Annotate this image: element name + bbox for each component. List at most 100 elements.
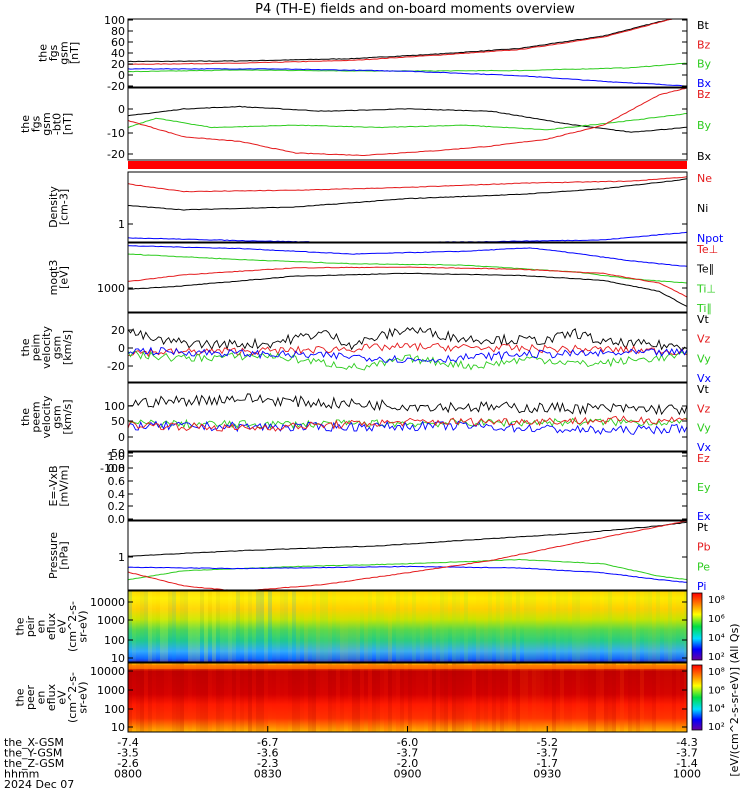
svg-text:(cm^2-s-: (cm^2-s- <box>66 601 79 652</box>
panel-frame <box>127 590 688 663</box>
legend-pt: Pt <box>697 521 709 534</box>
legend-ne: Ne <box>697 172 712 185</box>
y-axis-label: moqt3[eV] <box>47 260 71 296</box>
y-tick-label: 0 <box>118 103 125 116</box>
y-tick-label: 1000 <box>97 282 125 295</box>
legend-vy: Vy <box>697 422 711 435</box>
x-tick-label: -3.5 <box>117 747 138 760</box>
figure-title: P4 (TH-E) fields and on-board moments ov… <box>255 2 575 17</box>
y-tick-label: 1000 <box>97 614 125 627</box>
svg-text:E=-VxB: E=-VxB <box>47 465 60 506</box>
series-vt <box>128 393 687 416</box>
y-axis-label: Pressure[nPa] <box>47 532 71 579</box>
series-te⊥ <box>128 266 687 298</box>
y-tick-label: 0 <box>118 342 125 355</box>
legend: Te⊥ Te∥ Ti⊥ Ti∥ <box>696 243 718 315</box>
svg-text:fgs: fgs <box>47 44 60 61</box>
y-tick-label: 1.0 <box>108 450 126 463</box>
x-tick-label: 0830 <box>254 768 282 781</box>
legend-ez: Ez <box>697 452 710 465</box>
series-bz <box>128 19 674 65</box>
series-vx <box>128 346 687 364</box>
legend-bz: Bz <box>697 88 711 101</box>
series-ti∥ <box>128 253 687 284</box>
y-tick-label: 20 <box>111 324 125 337</box>
svg-text:[km/s]: [km/s] <box>61 399 74 434</box>
legend: Bz By Bx <box>697 88 712 163</box>
colorbar-1: 10⁸ 10⁶ 10⁴ 10² <box>691 592 725 663</box>
panel-4: 1000 moqt3[eV] Te⊥ Te∥ Ti⊥ Ti∥ <box>47 242 718 315</box>
svg-text:gsm: gsm <box>51 336 64 359</box>
colorbar-tick: 10⁴ <box>708 633 725 644</box>
legend-te⊥: Te⊥ <box>696 243 718 256</box>
y-tick-label: 100 <box>104 14 125 27</box>
series-pt <box>128 521 687 557</box>
y-tick-label: 100 <box>104 400 125 413</box>
x-tick-label: -3.7 <box>397 747 418 760</box>
colorbar-label: [eV/(cm^2-s-sr-eV)] (All Qs) <box>728 623 741 776</box>
y-tick-label: 50 <box>111 415 125 428</box>
y-tick-label: -20 <box>107 80 125 93</box>
y-tick-label: 0.2 <box>108 500 126 513</box>
x-tick-label: -1.7 <box>537 757 558 770</box>
svg-text:(cm^2-s-: (cm^2-s- <box>66 672 79 723</box>
svg-text:the: the <box>36 44 49 62</box>
series-pb <box>128 521 687 590</box>
legend: Bt Bz By Bx <box>697 19 712 90</box>
y-tick-label: 100 <box>104 703 125 716</box>
series-vz <box>128 415 687 432</box>
legend-vt: Vt <box>697 313 710 326</box>
svg-text:the: the <box>19 338 32 356</box>
svg-text:peer: peer <box>24 685 37 711</box>
x-tick-label: -4.3 <box>676 736 697 749</box>
y-tick-label: 20 <box>111 58 125 71</box>
svg-text:peim: peim <box>30 334 43 362</box>
legend-vx: Vx <box>697 372 712 385</box>
panel-7: 1.00.80.60.40.20.0 E=-VxB[mV/m] Ez Ey Ex <box>47 450 711 526</box>
series-bt <box>128 19 673 63</box>
y-axis-label: Density[cm-3] <box>47 186 71 228</box>
series-bz <box>128 88 687 156</box>
legend-vx: Vx <box>697 441 712 454</box>
y-tick-label: 40 <box>111 47 125 60</box>
colorbar-tick: 10² <box>708 722 725 733</box>
svg-text:en: en <box>35 620 48 634</box>
svg-text:eflux: eflux <box>45 612 58 640</box>
legend-ti⊥: Ti⊥ <box>696 282 716 295</box>
y-tick-label: -20 <box>107 360 125 373</box>
x-tick-label: -2.6 <box>117 757 138 770</box>
legend: Pt Pb Pe Pi <box>697 521 711 593</box>
panel-frame <box>127 312 688 383</box>
svg-text:the: the <box>19 408 32 426</box>
legend-vt: Vt <box>697 383 710 396</box>
legend-bt: Bt <box>697 19 710 32</box>
x-tick-label: -3.6 <box>257 747 278 760</box>
x-row-label: the_Z-GSM <box>4 757 64 770</box>
series-by <box>128 113 687 131</box>
spectrogram-9 <box>128 591 687 662</box>
colorbar-tick: 10⁶ <box>708 685 725 696</box>
panel-frame <box>127 171 688 243</box>
svg-text:eV: eV <box>56 619 69 634</box>
svg-text:en: en <box>35 691 48 705</box>
x-row-label: the_X-GSM <box>4 736 64 749</box>
svg-text:[nT]: [nT] <box>68 42 81 64</box>
series-bx <box>128 68 687 87</box>
series-vy <box>128 350 687 371</box>
y-tick-label: 1 <box>118 218 125 231</box>
panel-10: 10⁸ 10⁶ 10⁴ 10² 10000 1000 100 10 thepeereneflux… <box>14 662 725 734</box>
legend-vz: Vz <box>697 402 711 415</box>
legend-bz: Bz <box>697 38 711 51</box>
x-tick-label: -2.0 <box>397 757 418 770</box>
panel-3: 1 Density[cm-3] Ne Ni Npot <box>47 171 724 245</box>
y-tick-label: -20 <box>107 148 125 161</box>
separator-bar <box>128 161 687 169</box>
series-vz <box>128 342 687 358</box>
x-tick-label: 1000 <box>673 768 701 781</box>
